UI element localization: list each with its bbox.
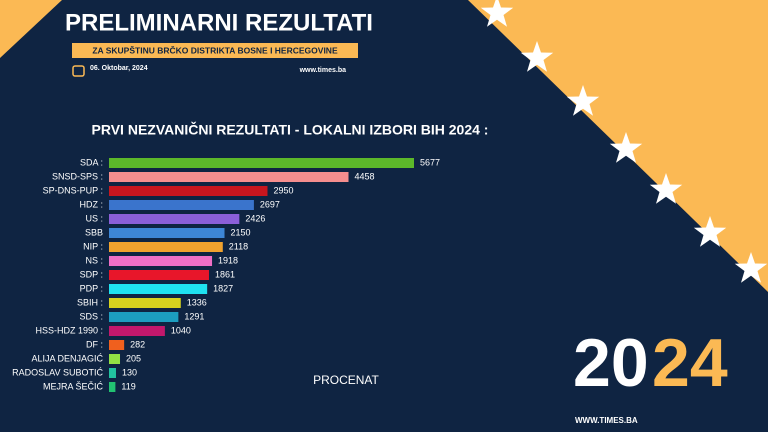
bar <box>109 186 268 196</box>
bar <box>109 326 165 336</box>
chart-title: PRVI NEZVANIČNI REZULTATI - LOKALNI IZBO… <box>92 121 489 138</box>
value-label: 2426 <box>245 213 265 223</box>
category-label: US : <box>85 213 103 223</box>
star <box>480 0 514 27</box>
bar <box>109 172 349 182</box>
value-label: 282 <box>130 339 145 349</box>
header-date: 06. Oktobar, 2024 <box>90 65 148 72</box>
bar <box>109 340 125 350</box>
category-label: SDS : <box>79 311 103 321</box>
value-label: 2150 <box>231 227 251 237</box>
stars <box>480 0 768 283</box>
bar <box>109 312 179 322</box>
category-label: NS : <box>85 255 103 265</box>
calendar-icon <box>72 65 85 77</box>
bar <box>109 214 240 224</box>
value-label: 205 <box>126 353 141 363</box>
value-label: 1827 <box>213 283 233 293</box>
value-label: 4458 <box>355 171 375 181</box>
value-label: 130 <box>122 367 137 377</box>
value-label: 2118 <box>229 241 248 251</box>
category-label: MEJRA ŠEČIĆ <box>43 381 104 391</box>
bar <box>109 354 121 364</box>
header-website: www.times.ba <box>299 67 347 74</box>
subtitle-banner <box>72 43 358 58</box>
category-label: PDP : <box>80 283 103 293</box>
value-label: 1861 <box>215 269 235 279</box>
bar <box>109 368 116 378</box>
category-label: RADOSLAV SUBOTIĆ <box>12 367 103 377</box>
category-label: SP-DNS-PUP : <box>43 185 103 195</box>
year-start: 20 <box>573 325 649 401</box>
value-label: 1291 <box>184 311 204 321</box>
value-label: 2697 <box>260 199 280 209</box>
category-label: ALIJA DENJAGIĆ <box>31 353 103 363</box>
year-end: 24 <box>652 325 728 401</box>
value-label: 1040 <box>171 325 191 335</box>
category-label: HDZ : <box>80 199 104 209</box>
bar <box>109 200 254 210</box>
category-label: DF : <box>86 339 103 349</box>
footer-website: WWW.TIMES.BA <box>575 416 638 425</box>
bar <box>109 158 414 168</box>
category-label: SDA : <box>80 157 103 167</box>
corner-accent <box>0 0 62 58</box>
category-label: HSS-HDZ 1990 : <box>35 325 103 335</box>
value-label: 5677 <box>420 157 440 167</box>
category-label: SNSD-SPS : <box>52 171 103 181</box>
category-label: SDP : <box>80 269 103 279</box>
header-subtitle: ZA SKUPŠTINU BRČKO DISTRIKTA BOSNE I HER… <box>92 44 338 55</box>
value-label: 1918 <box>218 255 238 265</box>
bar <box>109 256 213 266</box>
header-title: PRELIMINARNI REZULTATI <box>65 9 373 36</box>
bar <box>109 242 223 252</box>
category-label: NIP : <box>83 241 103 251</box>
category-label: SBB <box>85 227 103 237</box>
bar <box>109 228 225 238</box>
category-label: SBIH : <box>77 297 103 307</box>
value-label: 2950 <box>273 185 293 195</box>
x-axis-label: PROCENAT <box>313 373 379 387</box>
value-label: 119 <box>121 381 135 391</box>
bar <box>109 284 208 294</box>
bar <box>109 270 209 280</box>
value-label: 1336 <box>187 297 207 307</box>
bar <box>109 298 181 308</box>
bar <box>109 382 116 392</box>
